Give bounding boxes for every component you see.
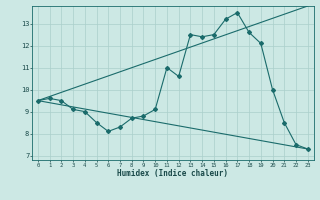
- X-axis label: Humidex (Indice chaleur): Humidex (Indice chaleur): [117, 169, 228, 178]
